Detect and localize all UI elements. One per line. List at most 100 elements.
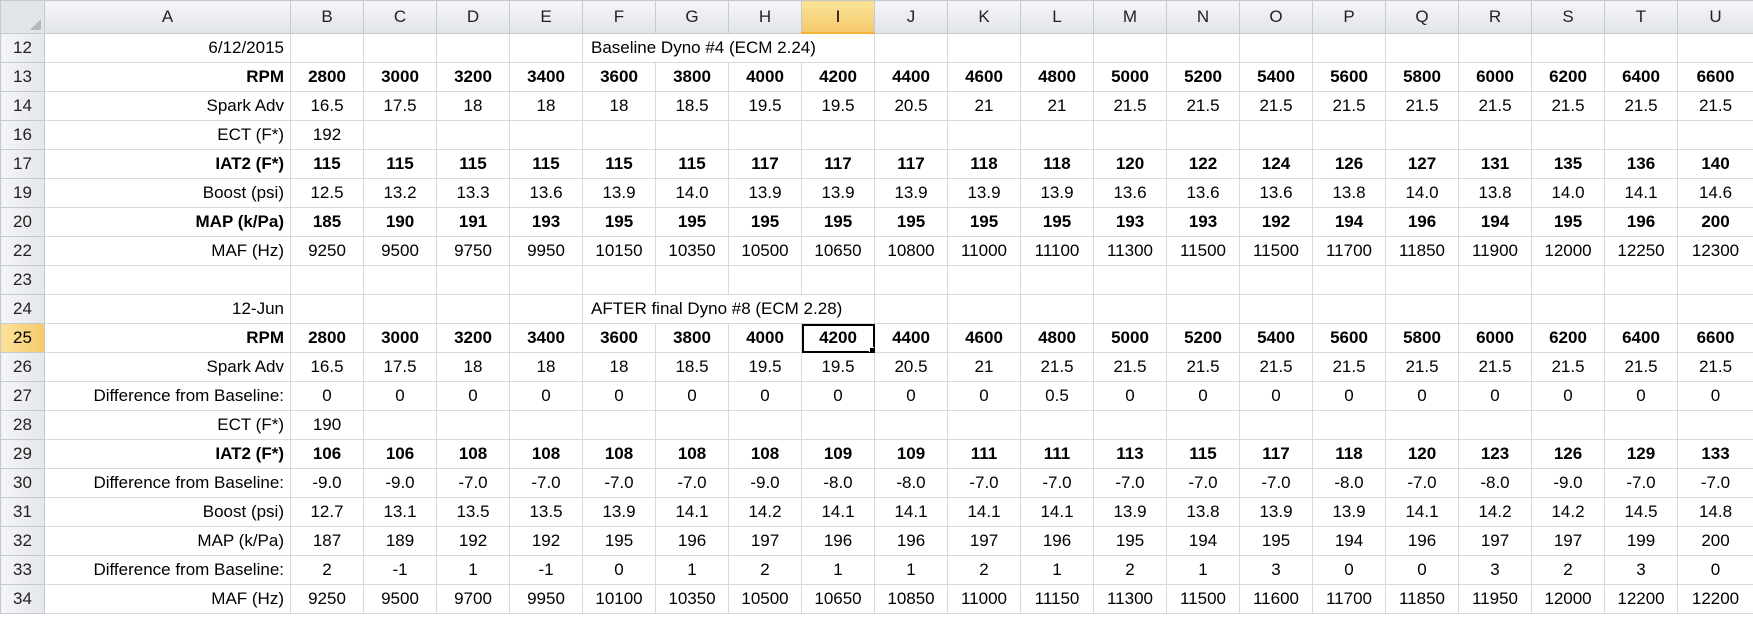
cell-i32[interactable]: 196 xyxy=(801,526,875,556)
cell-p33[interactable]: 0 xyxy=(1312,555,1386,585)
cell-p32[interactable]: 194 xyxy=(1312,526,1386,556)
cell-u32[interactable]: 200 xyxy=(1677,526,1753,556)
column-header-n[interactable]: N xyxy=(1166,0,1240,34)
cell-s17[interactable]: 135 xyxy=(1531,149,1605,179)
cell-j14[interactable]: 20.5 xyxy=(874,91,948,121)
cell-c32[interactable]: 189 xyxy=(363,526,437,556)
cell-e33[interactable]: -1 xyxy=(509,555,583,585)
cell-i28[interactable] xyxy=(801,410,875,440)
cell-h33[interactable]: 2 xyxy=(728,555,802,585)
column-header-h[interactable]: H xyxy=(728,0,802,34)
cell-o22[interactable]: 11500 xyxy=(1239,236,1313,266)
cell-o34[interactable]: 11600 xyxy=(1239,584,1313,614)
cell-p22[interactable]: 11700 xyxy=(1312,236,1386,266)
cell-u31[interactable]: 14.8 xyxy=(1677,497,1753,527)
cell-t20[interactable]: 196 xyxy=(1604,207,1678,237)
cell-m16[interactable] xyxy=(1093,120,1167,150)
cell-n33[interactable]: 1 xyxy=(1166,555,1240,585)
cell-j19[interactable]: 13.9 xyxy=(874,178,948,208)
cell-u34[interactable]: 12200 xyxy=(1677,584,1753,614)
cell-e13[interactable]: 3400 xyxy=(509,62,583,92)
cell-t32[interactable]: 199 xyxy=(1604,526,1678,556)
column-header-p[interactable]: P xyxy=(1312,0,1386,34)
row-header-17[interactable]: 17 xyxy=(0,149,45,179)
row-header-16[interactable]: 16 xyxy=(0,120,45,150)
cell-k28[interactable] xyxy=(947,410,1021,440)
cell-m17[interactable]: 120 xyxy=(1093,149,1167,179)
cell-b30[interactable]: -9.0 xyxy=(290,468,364,498)
row-label[interactable]: Difference from Baseline: xyxy=(44,381,291,411)
cell-k32[interactable]: 197 xyxy=(947,526,1021,556)
cell-k13[interactable]: 4600 xyxy=(947,62,1021,92)
cell-q28[interactable] xyxy=(1385,410,1459,440)
cell-o20[interactable]: 192 xyxy=(1239,207,1313,237)
cell-n23[interactable] xyxy=(1166,265,1240,295)
cell-n31[interactable]: 13.8 xyxy=(1166,497,1240,527)
cell-m20[interactable]: 193 xyxy=(1093,207,1167,237)
cell-s25[interactable]: 6200 xyxy=(1531,323,1605,353)
column-header-f[interactable]: F xyxy=(582,0,656,34)
cell-j30[interactable]: -8.0 xyxy=(874,468,948,498)
cell-m26[interactable]: 21.5 xyxy=(1093,352,1167,382)
cell-p31[interactable]: 13.9 xyxy=(1312,497,1386,527)
cell-f33[interactable]: 0 xyxy=(582,555,656,585)
cell-d22[interactable]: 9750 xyxy=(436,236,510,266)
cell-t22[interactable]: 12250 xyxy=(1604,236,1678,266)
cell-b23[interactable] xyxy=(290,265,364,295)
row-label[interactable]: MAF (Hz) xyxy=(44,584,291,614)
cell-u25[interactable]: 6600 xyxy=(1677,323,1753,353)
cell-p30[interactable]: -8.0 xyxy=(1312,468,1386,498)
cell-g22[interactable]: 10350 xyxy=(655,236,729,266)
cell-b12[interactable] xyxy=(290,32,364,63)
cell-t14[interactable]: 21.5 xyxy=(1604,91,1678,121)
cell-i27[interactable]: 0 xyxy=(801,381,875,411)
cell-l12[interactable] xyxy=(1020,32,1094,63)
column-header-i[interactable]: I xyxy=(801,0,875,34)
cell-n27[interactable]: 0 xyxy=(1166,381,1240,411)
cell-o27[interactable]: 0 xyxy=(1239,381,1313,411)
cell-l30[interactable]: -7.0 xyxy=(1020,468,1094,498)
cell-b26[interactable]: 16.5 xyxy=(290,352,364,382)
column-header-s[interactable]: S xyxy=(1531,0,1605,34)
cell-p28[interactable] xyxy=(1312,410,1386,440)
cell-d32[interactable]: 192 xyxy=(436,526,510,556)
cell-k17[interactable]: 118 xyxy=(947,149,1021,179)
cell-l13[interactable]: 4800 xyxy=(1020,62,1094,92)
cell-n12[interactable] xyxy=(1166,32,1240,63)
cell-e27[interactable]: 0 xyxy=(509,381,583,411)
cell-m34[interactable]: 11300 xyxy=(1093,584,1167,614)
cell-j26[interactable]: 20.5 xyxy=(874,352,948,382)
row-label[interactable]: MAP (k/Pa) xyxy=(44,526,291,556)
cell-u27[interactable]: 0 xyxy=(1677,381,1753,411)
cell-t25[interactable]: 6400 xyxy=(1604,323,1678,353)
cell-e22[interactable]: 9950 xyxy=(509,236,583,266)
column-header-c[interactable]: C xyxy=(363,0,437,34)
cell-f13[interactable]: 3600 xyxy=(582,62,656,92)
cell-n26[interactable]: 21.5 xyxy=(1166,352,1240,382)
row-header-19[interactable]: 19 xyxy=(0,178,45,208)
cell-f25[interactable]: 3600 xyxy=(582,323,656,353)
cell-e12[interactable] xyxy=(509,32,583,63)
cell-b17[interactable]: 115 xyxy=(290,149,364,179)
cell-u23[interactable] xyxy=(1677,265,1753,295)
cell-m31[interactable]: 13.9 xyxy=(1093,497,1167,527)
cell-e17[interactable]: 115 xyxy=(509,149,583,179)
cell-d13[interactable]: 3200 xyxy=(436,62,510,92)
cell-r20[interactable]: 194 xyxy=(1458,207,1532,237)
cell-d12[interactable] xyxy=(436,32,510,63)
row-header-24[interactable]: 24 xyxy=(0,294,45,324)
row-label[interactable]: IAT2 (F*) xyxy=(44,149,291,179)
cell-b19[interactable]: 12.5 xyxy=(290,178,364,208)
cell-f30[interactable]: -7.0 xyxy=(582,468,656,498)
cell-s32[interactable]: 197 xyxy=(1531,526,1605,556)
cell-t23[interactable] xyxy=(1604,265,1678,295)
cell-b20[interactable]: 185 xyxy=(290,207,364,237)
cell-l20[interactable]: 195 xyxy=(1020,207,1094,237)
cell-n30[interactable]: -7.0 xyxy=(1166,468,1240,498)
cell-g30[interactable]: -7.0 xyxy=(655,468,729,498)
select-all-corner[interactable] xyxy=(0,0,45,34)
cell-u12[interactable] xyxy=(1677,32,1753,63)
cell-d23[interactable] xyxy=(436,265,510,295)
cell-c27[interactable]: 0 xyxy=(363,381,437,411)
cell-f14[interactable]: 18 xyxy=(582,91,656,121)
